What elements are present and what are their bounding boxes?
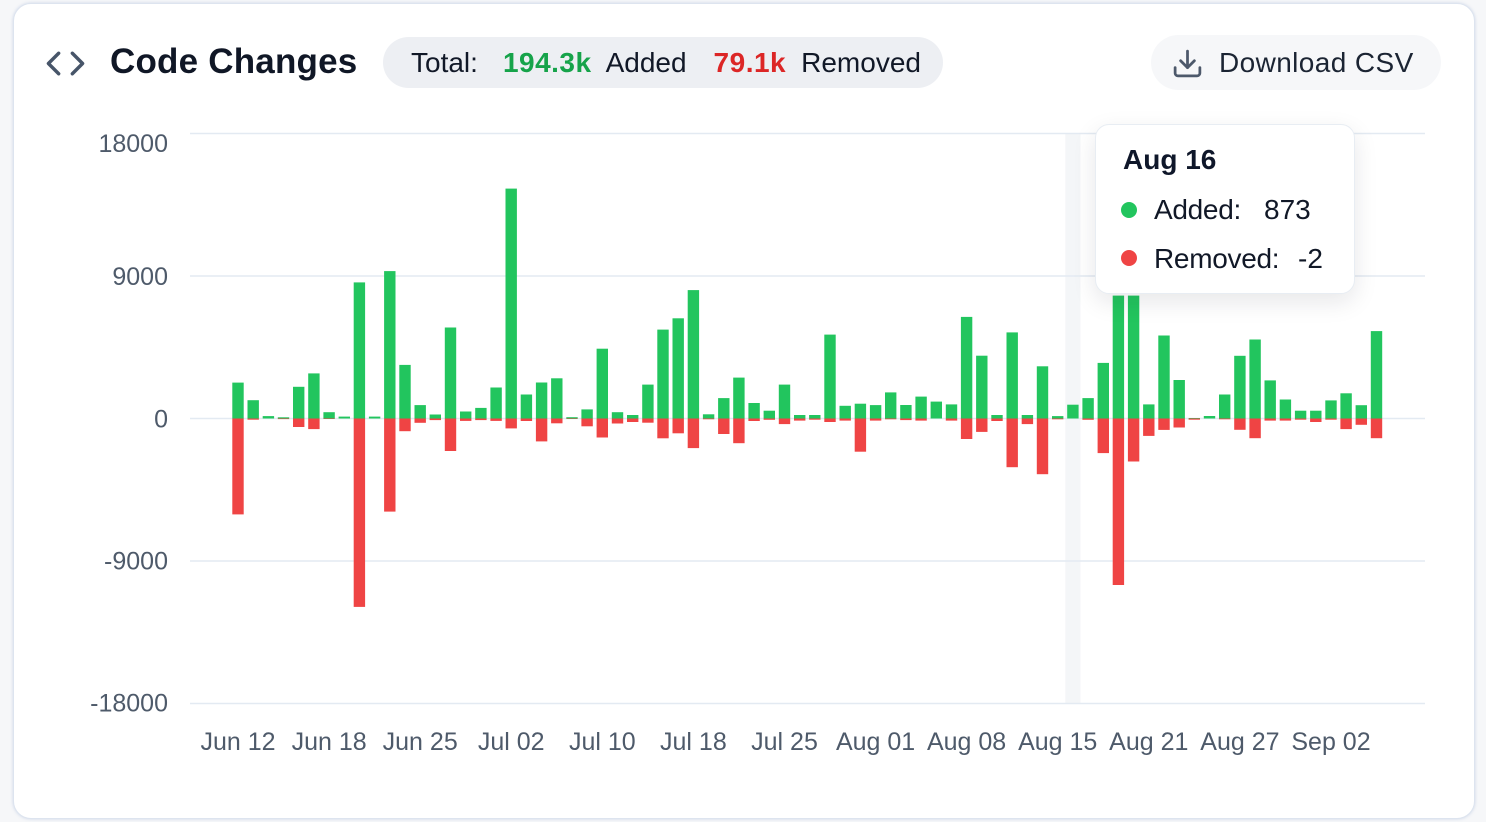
svg-text:18000: 18000 (98, 130, 168, 158)
svg-text:9000: 9000 (112, 263, 168, 291)
svg-text:Jul 02: Jul 02 (478, 728, 545, 756)
svg-text:Jun 12: Jun 12 (200, 728, 275, 756)
svg-text:Jul 10: Jul 10 (569, 728, 636, 756)
svg-text:Aug 21: Aug 21 (1109, 728, 1188, 756)
svg-text:0: 0 (154, 406, 168, 434)
svg-text:Aug 08: Aug 08 (927, 728, 1006, 756)
svg-text:Aug 27: Aug 27 (1200, 728, 1279, 756)
svg-text:Aug 15: Aug 15 (1018, 728, 1097, 756)
svg-text:Sep 02: Sep 02 (1291, 728, 1370, 756)
svg-text:-18000: -18000 (90, 689, 168, 717)
svg-text:Jul 25: Jul 25 (751, 728, 818, 756)
svg-text:Aug 01: Aug 01 (836, 728, 915, 756)
svg-text:Jun 18: Jun 18 (292, 728, 367, 756)
svg-text:Jul 18: Jul 18 (660, 728, 727, 756)
svg-text:-9000: -9000 (104, 548, 168, 576)
svg-text:Jun 25: Jun 25 (383, 728, 458, 756)
